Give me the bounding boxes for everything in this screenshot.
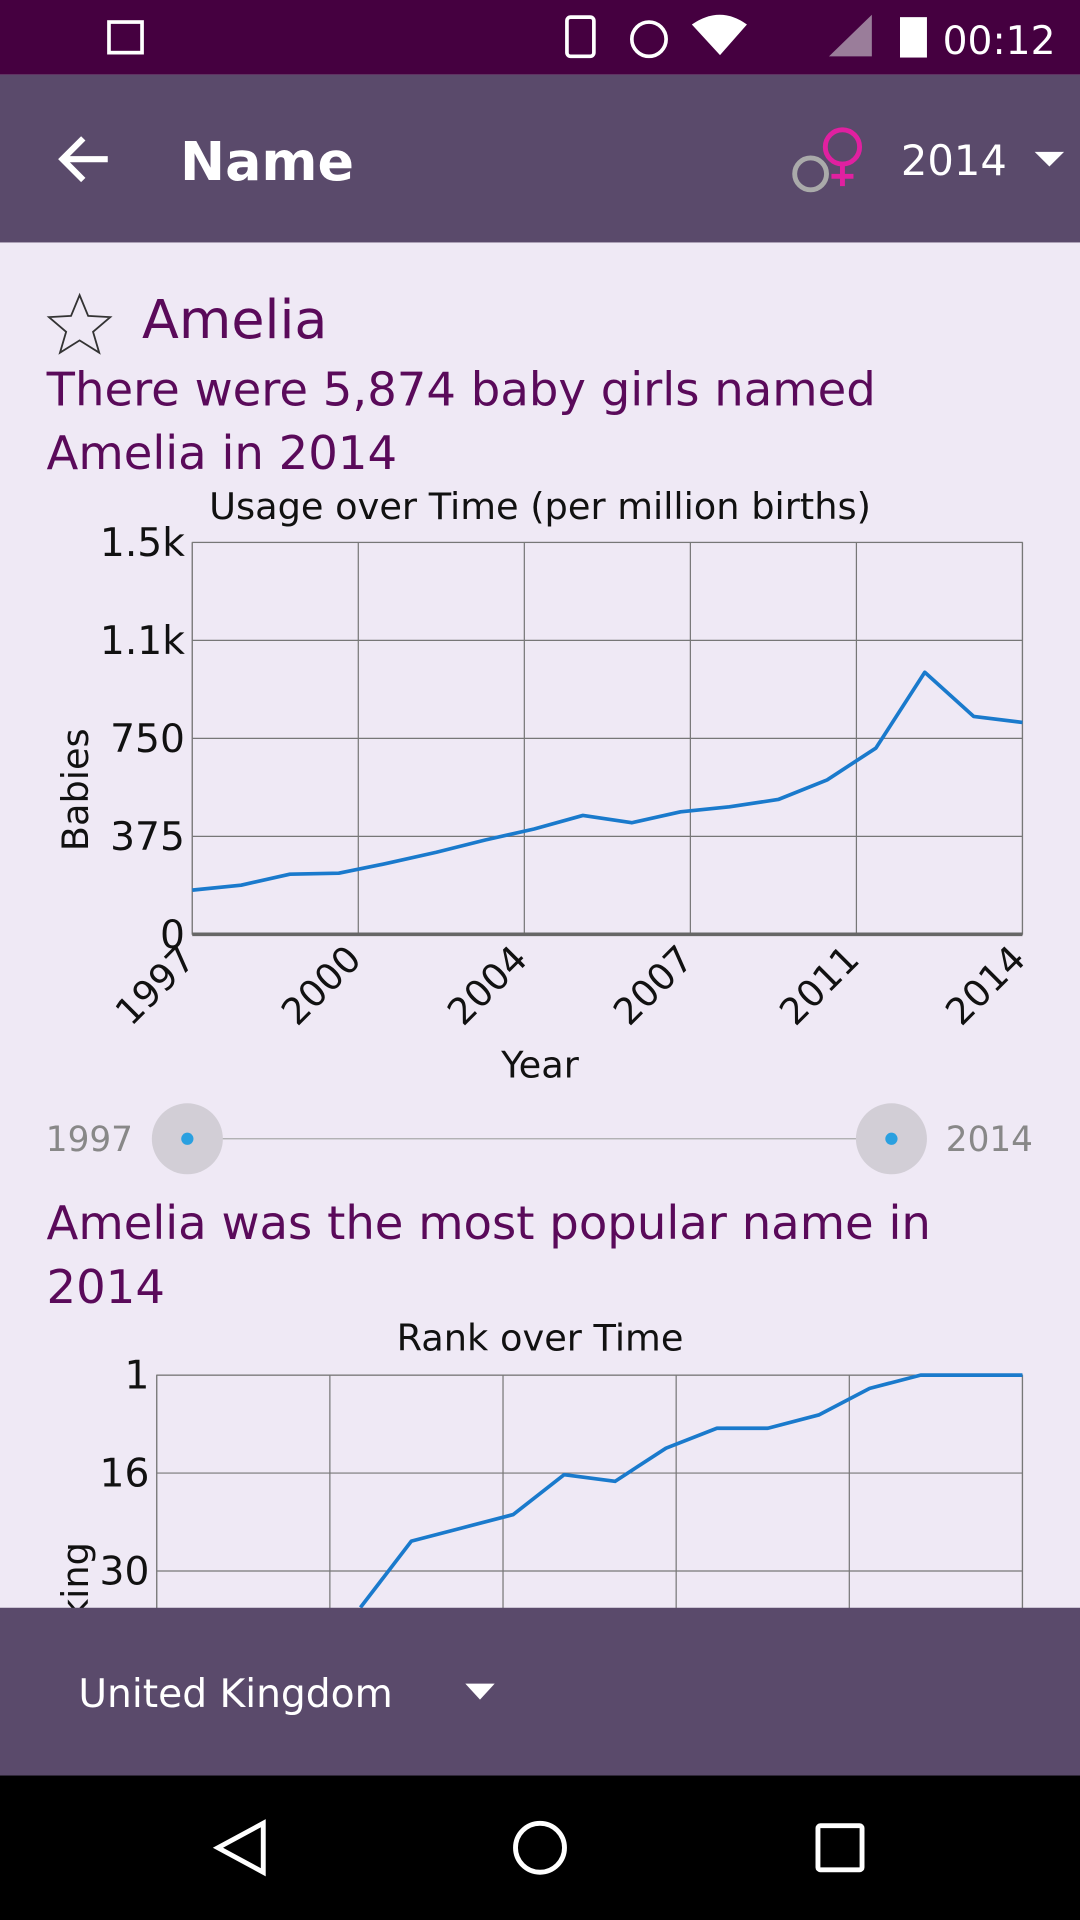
country-dropdown-arrow[interactable] bbox=[465, 1683, 495, 1700]
year-selector[interactable]: 2014 bbox=[901, 136, 1007, 185]
year-dropdown-arrow[interactable] bbox=[1034, 151, 1065, 167]
vibrate-icon bbox=[565, 15, 596, 59]
image-icon bbox=[107, 20, 144, 55]
y-axis-label: Babies bbox=[54, 728, 97, 851]
nav-back[interactable] bbox=[212, 1819, 266, 1877]
x-axis-label: Year bbox=[500, 1044, 580, 1087]
back-button[interactable] bbox=[58, 136, 108, 183]
bottom-bar bbox=[0, 1607, 1080, 1776]
line-series bbox=[358, 1373, 1023, 1609]
y-tick-label: 750 bbox=[110, 717, 185, 762]
slider-end: 2014 bbox=[946, 1120, 1033, 1160]
slider-thumb-dot bbox=[885, 1132, 898, 1145]
y-tick-label: 0 bbox=[160, 913, 185, 958]
nav-bar bbox=[0, 1775, 1080, 1920]
battery-icon bbox=[900, 17, 927, 58]
y-tick-label: 16 bbox=[100, 1452, 150, 1497]
slider-start: 1997 bbox=[46, 1120, 133, 1160]
alarm-icon bbox=[630, 20, 668, 59]
female-cross bbox=[831, 164, 854, 187]
app-bar bbox=[0, 74, 1080, 243]
y-tick-label: 1.5k bbox=[100, 521, 185, 566]
summary-box: There were 5,874 baby girls named Amelia… bbox=[46, 362, 876, 480]
rank-summary-box: Amelia was the most popular name in 2014 bbox=[46, 1196, 931, 1314]
rank-summary: Amelia was the most popular name in 2014 bbox=[46, 1196, 931, 1314]
line-series bbox=[192, 670, 1023, 892]
summary: There were 5,874 baby girls named Amelia… bbox=[46, 362, 876, 480]
clock: 00:12 bbox=[943, 19, 1056, 64]
favorite-star[interactable] bbox=[46, 292, 113, 355]
chart-title: Usage over Time (per million births) bbox=[209, 485, 871, 528]
nav-home[interactable] bbox=[513, 1820, 567, 1875]
baby-name: Amelia bbox=[142, 288, 327, 351]
wifi-icon bbox=[691, 14, 747, 56]
y-tick-label: 30 bbox=[100, 1549, 150, 1594]
app-title: Name bbox=[180, 130, 354, 193]
y-tick-label: 1.1k bbox=[100, 619, 185, 664]
chart-title: Rank over Time bbox=[397, 1317, 684, 1360]
y-tick-label: 375 bbox=[110, 815, 185, 860]
male-icon bbox=[792, 155, 829, 193]
gender-toggle[interactable] bbox=[792, 127, 863, 193]
slider-thumb-dot bbox=[181, 1132, 194, 1145]
y-tick-label: 1 bbox=[124, 1354, 149, 1399]
nav-recents[interactable] bbox=[815, 1823, 865, 1873]
country-selector[interactable]: United Kingdom bbox=[78, 1672, 392, 1717]
